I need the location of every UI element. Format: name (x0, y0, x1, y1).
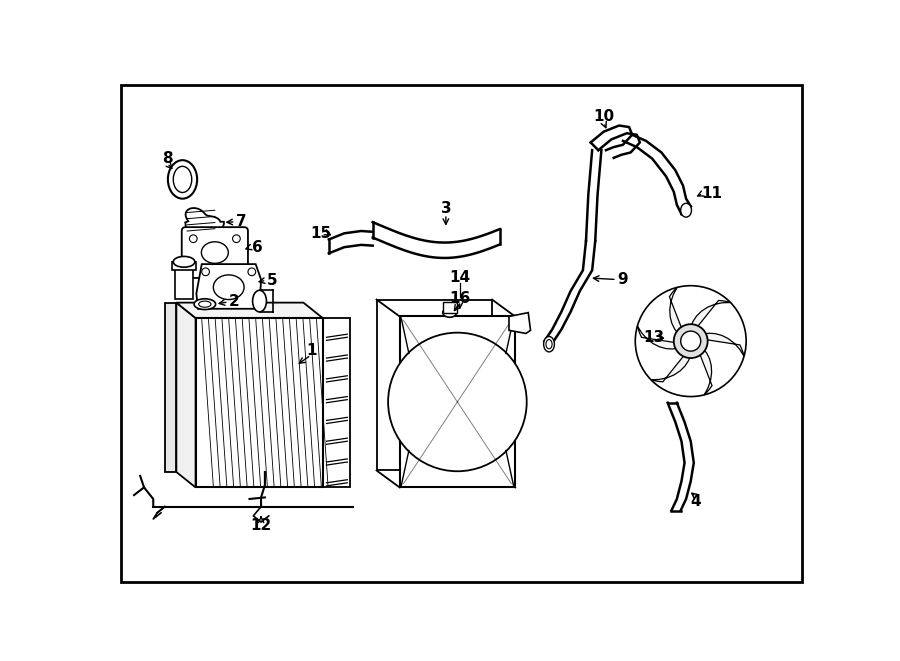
Circle shape (388, 332, 526, 471)
Ellipse shape (680, 204, 691, 217)
Polygon shape (176, 303, 195, 487)
Text: 14: 14 (449, 270, 471, 286)
Polygon shape (185, 208, 224, 237)
Ellipse shape (194, 299, 216, 309)
Circle shape (248, 268, 256, 276)
Circle shape (674, 324, 707, 358)
Polygon shape (322, 318, 349, 487)
Text: 8: 8 (162, 151, 173, 166)
Text: 7: 7 (237, 214, 248, 229)
Polygon shape (509, 313, 530, 333)
Ellipse shape (443, 308, 456, 317)
Polygon shape (196, 264, 261, 309)
Text: 10: 10 (593, 109, 615, 124)
Ellipse shape (199, 301, 211, 307)
Polygon shape (165, 303, 176, 472)
Text: 15: 15 (310, 226, 332, 241)
Polygon shape (443, 302, 456, 313)
Polygon shape (670, 288, 682, 334)
Text: 6: 6 (252, 240, 263, 254)
Ellipse shape (174, 256, 194, 267)
Ellipse shape (253, 290, 266, 312)
Polygon shape (703, 333, 744, 356)
Polygon shape (699, 348, 712, 395)
Polygon shape (651, 354, 690, 382)
Circle shape (680, 331, 701, 351)
Text: 11: 11 (701, 186, 722, 201)
Text: 4: 4 (691, 494, 701, 509)
Ellipse shape (174, 167, 192, 192)
Bar (175, 268, 194, 299)
Text: 2: 2 (229, 294, 239, 309)
Text: 9: 9 (617, 272, 628, 287)
Text: 16: 16 (449, 290, 471, 305)
Ellipse shape (544, 336, 554, 352)
Text: 1: 1 (306, 343, 317, 358)
Bar (172, 262, 196, 270)
Polygon shape (400, 317, 515, 487)
Circle shape (189, 235, 197, 243)
Ellipse shape (546, 340, 552, 349)
Text: 12: 12 (250, 518, 272, 533)
Polygon shape (637, 326, 679, 349)
Circle shape (202, 268, 210, 276)
Ellipse shape (213, 275, 244, 299)
Ellipse shape (202, 242, 229, 263)
Polygon shape (176, 303, 322, 318)
FancyBboxPatch shape (182, 227, 248, 278)
Ellipse shape (168, 160, 197, 199)
Text: 3: 3 (440, 201, 451, 216)
Polygon shape (690, 301, 731, 329)
Polygon shape (376, 299, 492, 471)
Text: 5: 5 (267, 273, 278, 288)
Circle shape (232, 235, 240, 243)
Text: 13: 13 (644, 330, 664, 345)
